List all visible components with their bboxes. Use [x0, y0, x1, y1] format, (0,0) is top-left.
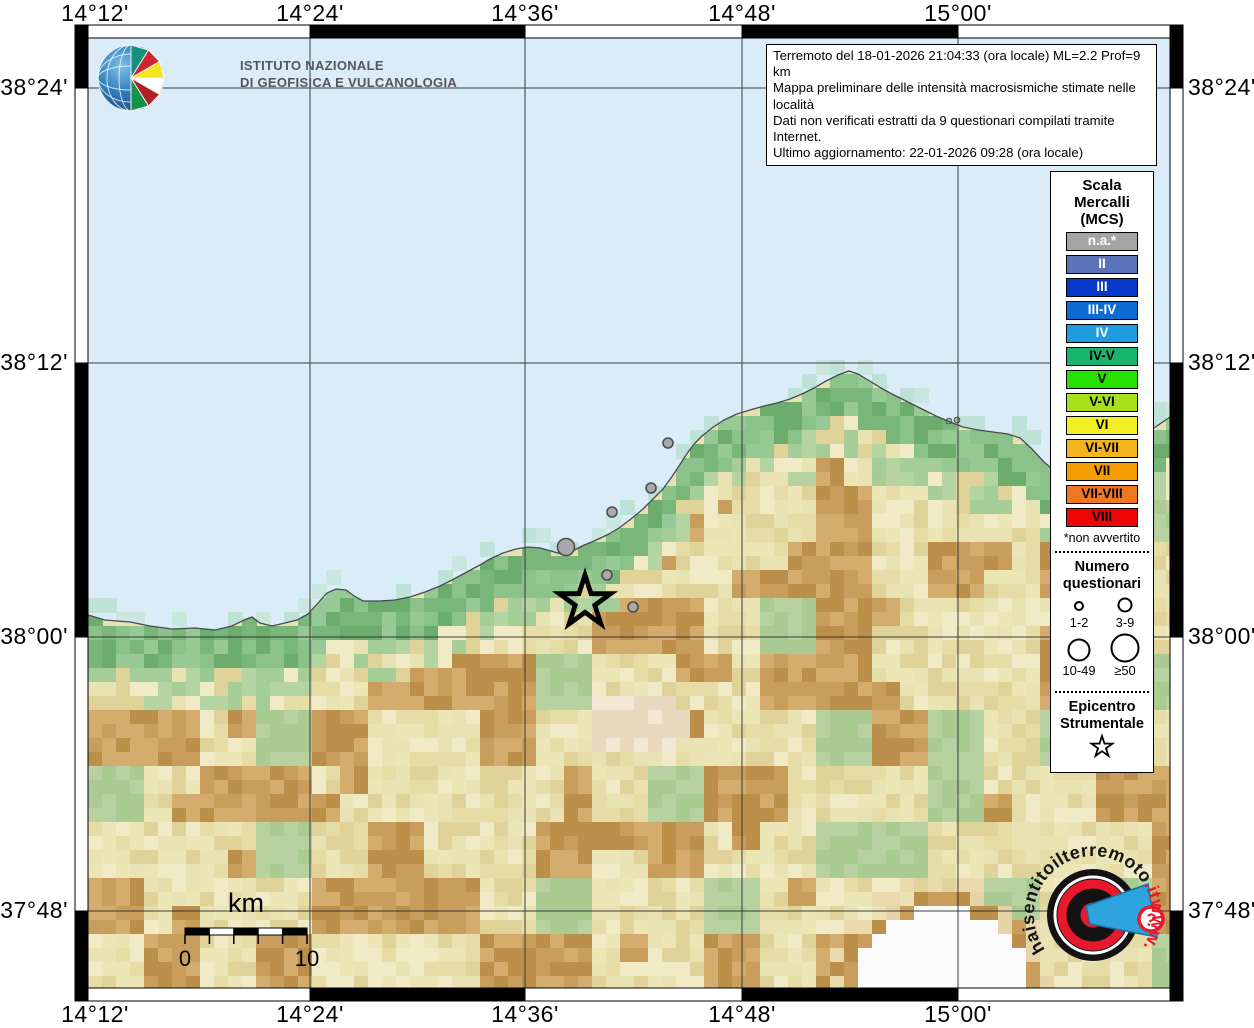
legend-divider — [1055, 551, 1149, 553]
axis-label-top: 14°36' — [491, 0, 559, 26]
event-info-line: Dati non verificati estratti da 9 questi… — [773, 112, 1115, 145]
questionnaire-circle — [1110, 633, 1140, 663]
legend-title-line: Scala — [1082, 177, 1122, 194]
coastline — [87, 370, 1171, 631]
event-info-box: Terremoto del 18-01-2026 21:04:33 (ora l… — [766, 44, 1157, 167]
event-info-line: Terremoto del 18-01-2026 21:04:33 (ora l… — [773, 48, 1141, 80]
mcs-intensity-scale: n.a.* II III III-IV IV IV-V V V-VI VI VI-VII VII VI… — [1051, 232, 1153, 527]
axis-label-bottom: 14°12' — [61, 1001, 129, 1027]
axis-label-bottom: 14°48' — [708, 1001, 776, 1027]
epicenter-legend-star-icon — [1088, 733, 1116, 759]
axis-label-bottom: 14°24' — [276, 1001, 344, 1027]
scale-bar-title: km — [228, 888, 264, 918]
event-info-line: Ultimo aggiornamento: 22-01-2026 09:28 (… — [773, 145, 1084, 161]
legend-title: Scala Mercalli (MCS) — [1051, 177, 1153, 228]
questionnaire-size-legend: 1-2 3-9 10-49 ≥50 — [1062, 597, 1140, 678]
mcs-chip-III: III — [1066, 278, 1138, 297]
epicenter-star-icon — [551, 567, 619, 631]
legend-panel: Scala Mercalli (MCS) n.a.* II III III-IV IV I… — [1050, 171, 1154, 773]
legend-divider — [1055, 691, 1149, 693]
legend-sub-line: Strumentale — [1060, 716, 1144, 732]
mcs-chip-na: n.a.* — [1066, 232, 1138, 251]
legend-sub-line: questionari — [1062, 576, 1142, 592]
axis-label-top: 14°24' — [276, 0, 344, 26]
questionnaire-circle — [1067, 638, 1091, 662]
questionnaire-label: 3-9 — [1116, 615, 1135, 630]
axis-label-left: 38°12' — [0, 349, 68, 375]
mcs-chip-IVV: IV-V — [1066, 347, 1138, 366]
scale-bar-end: 10 — [295, 946, 319, 971]
epicenter-legend-title: Epicentro Strumentale — [1051, 699, 1153, 733]
questionnaire-label: 10-49 — [1062, 663, 1095, 678]
locality-marker — [601, 569, 613, 581]
legend-sub-line: Numero — [1074, 559, 1130, 575]
axis-label-left: 37°48' — [0, 897, 68, 923]
mcs-chip-VII: VII — [1066, 462, 1138, 481]
locality-marker — [556, 537, 576, 557]
axis-label-left: 38°24' — [0, 74, 68, 100]
questionnaire-label: ≥50 — [1114, 663, 1136, 678]
mcs-chip-VIIVIII: VII-VIII — [1066, 485, 1138, 504]
axis-label-bottom: 15°00' — [924, 1001, 992, 1027]
axis-label-right: 38°12' — [1188, 349, 1254, 375]
mcs-chip-VI: VI — [1066, 416, 1138, 435]
land-terrain — [88, 84, 1170, 988]
locality-marker — [662, 437, 674, 449]
mcs-chip-IIIIV: III-IV — [1066, 301, 1138, 320]
axis-label-top: 14°48' — [708, 0, 776, 26]
event-info-line: Mappa preliminare delle intensità macros… — [773, 80, 1136, 112]
legend-title-line: Mercalli — [1074, 194, 1130, 211]
axis-label-right: 37°48' — [1188, 897, 1254, 923]
legend-title-line: (MCS) — [1080, 211, 1124, 228]
mcs-chip-II: II — [1066, 255, 1138, 274]
questionnaire-circle — [1074, 601, 1084, 611]
questionnaire-legend-title: Numero questionari — [1051, 559, 1153, 593]
mcs-chip-V: V — [1066, 370, 1138, 389]
mcs-chip-VIII: VIII — [1066, 508, 1138, 527]
legend-sub-line: Epicentro — [1068, 699, 1136, 715]
axis-label-left: 38°00' — [0, 623, 68, 649]
axis-label-top: 14°12' — [61, 0, 129, 26]
axis-label-right: 38°24' — [1188, 74, 1254, 100]
axis-label-right: 38°00' — [1188, 623, 1254, 649]
scale-bar-start: 0 — [179, 946, 191, 971]
axis-label-top: 15°00' — [924, 0, 992, 26]
map-frame — [74, 24, 1184, 1002]
islet — [953, 416, 961, 424]
mcs-chip-VIVII: VI-VII — [1066, 439, 1138, 458]
legend-footnote: *non avvertito — [1063, 531, 1141, 545]
axis-label-bottom: 14°36' — [491, 1001, 559, 1027]
mcs-chip-IV: IV — [1066, 324, 1138, 343]
locality-intensity-markers — [556, 437, 674, 613]
questionnaire-label: 1-2 — [1070, 615, 1089, 630]
questionnaire-circle — [1117, 597, 1133, 613]
locality-marker — [645, 482, 657, 494]
locality-marker — [627, 601, 639, 613]
scale-bar: km 0 10 — [179, 888, 319, 971]
locality-marker — [606, 506, 618, 518]
graticule — [88, 38, 1170, 988]
mcs-chip-VVI: V-VI — [1066, 393, 1138, 412]
